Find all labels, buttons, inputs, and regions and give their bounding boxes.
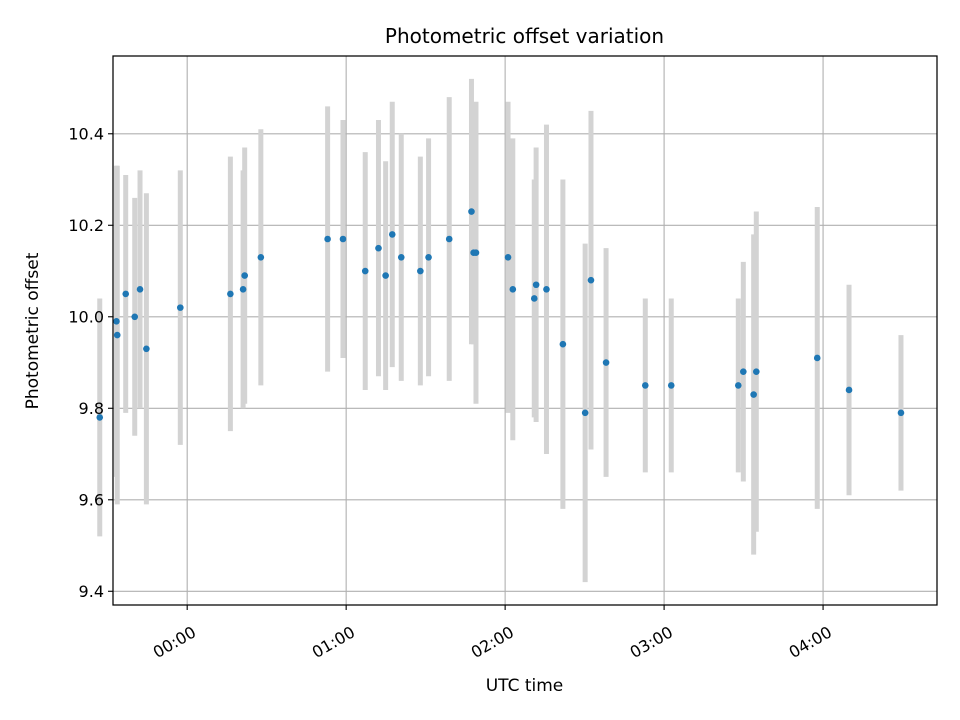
plot-frame [112, 55, 938, 606]
data-point [96, 414, 104, 421]
data-point [587, 276, 595, 284]
y-tick-label: 9.6 [79, 490, 104, 509]
x-axis-label: UTC time [486, 676, 564, 696]
y-axis-ticks: 9.4 9.6 9.8 10.0 10.2 10.4 [68, 124, 113, 601]
data-point [388, 231, 396, 238]
chart-title: Photometric offset variation [385, 24, 664, 48]
data-point [339, 235, 347, 243]
data-point [131, 313, 139, 321]
data-point [750, 391, 757, 398]
data-point [113, 318, 120, 325]
data-point [122, 290, 130, 298]
data-point [417, 267, 424, 275]
y-tick-label: 9.8 [79, 399, 104, 418]
data-point [897, 409, 905, 417]
data-point [397, 253, 405, 261]
y-tick-label: 10.0 [68, 307, 104, 326]
data-point [845, 386, 853, 394]
data-point [239, 286, 247, 293]
data-point [753, 368, 760, 375]
data-point [581, 409, 589, 417]
y-tick-label: 9.4 [79, 582, 104, 601]
data-point [445, 235, 453, 243]
data-point [602, 359, 610, 366]
data-points [96, 208, 905, 421]
data-point [740, 368, 747, 375]
data-point [472, 249, 480, 257]
data-point [667, 382, 675, 389]
grid [113, 56, 937, 605]
data-point [543, 286, 550, 293]
data-point [425, 253, 432, 261]
y-tick-label: 10.4 [68, 124, 104, 143]
data-point [641, 382, 649, 389]
data-point [361, 267, 369, 275]
data-point [382, 272, 389, 279]
data-point [257, 253, 265, 261]
data-point [813, 354, 821, 362]
y-axis-label: Photometric offset [23, 252, 43, 409]
data-point [324, 235, 331, 243]
data-point [143, 345, 150, 353]
data-point [559, 340, 567, 348]
data-point [532, 281, 540, 289]
y-tick-label: 10.2 [68, 216, 104, 235]
data-point [468, 208, 475, 215]
data-point [509, 286, 517, 293]
data-point [530, 295, 538, 302]
data-point [176, 304, 184, 311]
data-point [227, 290, 234, 298]
data-point [504, 253, 512, 261]
data-point [113, 331, 121, 339]
data-point [734, 382, 742, 389]
data-point [241, 272, 248, 279]
data-point [375, 244, 382, 252]
data-point [136, 286, 144, 293]
